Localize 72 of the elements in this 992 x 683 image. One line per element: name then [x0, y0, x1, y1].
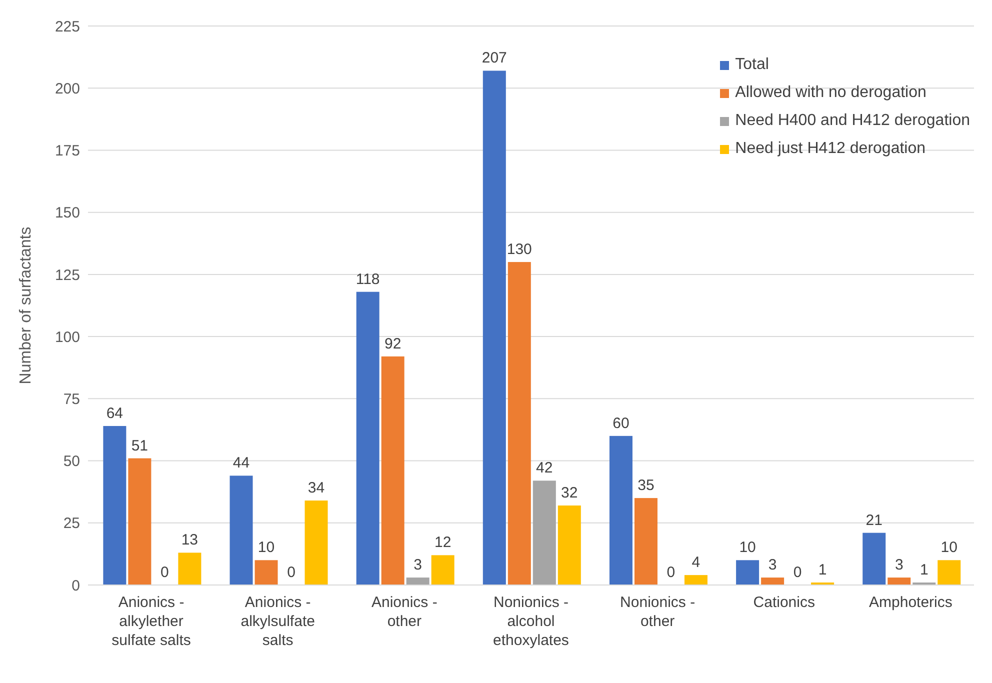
data-label: 35 [638, 477, 654, 494]
data-label: 0 [666, 564, 676, 581]
bar [103, 426, 126, 585]
bar [862, 532, 886, 585]
data-label: 130 [506, 241, 532, 258]
data-label: 3 [768, 556, 777, 574]
data-label: 10 [739, 539, 756, 556]
y-tick-label: 0 [72, 577, 80, 594]
bar [558, 506, 581, 585]
bar [128, 458, 152, 585]
y-tick-label: 225 [54, 18, 80, 36]
y-tick-label: 150 [54, 204, 80, 222]
data-label: 3 [414, 556, 422, 574]
bar [609, 436, 632, 585]
x-tick-label: Nonionics - other [620, 594, 696, 630]
legend-label: Need just H412 derogation [735, 140, 926, 158]
data-label: 60 [612, 414, 630, 432]
data-label: 21 [866, 512, 882, 529]
x-tick-label: Cationics [753, 594, 815, 611]
bar [684, 575, 708, 585]
y-tick-label: 50 [63, 453, 80, 470]
data-label: 207 [482, 50, 507, 67]
data-label: 92 [384, 335, 402, 352]
y-tick-label: 25 [63, 515, 80, 532]
data-label: 64 [106, 404, 124, 422]
bar [356, 292, 380, 585]
data-label: 4 [692, 554, 700, 572]
data-label: 0 [287, 564, 296, 581]
x-tick-label: Nonionics - alcohol ethoxylates [493, 594, 569, 649]
data-label: 1 [920, 562, 928, 579]
x-tick-label: Anionics - other [372, 594, 438, 630]
data-label: 34 [308, 480, 325, 497]
legend-label: Total [735, 56, 769, 74]
data-label: 10 [940, 539, 958, 556]
y-tick-label: 100 [54, 328, 80, 346]
legend-label: Need H400 and H412 derogation [735, 112, 970, 130]
x-tick-label: Amphoterics [869, 594, 952, 611]
bar [888, 578, 911, 585]
data-label: 118 [356, 270, 380, 288]
data-label: 51 [131, 437, 148, 454]
bar [304, 500, 328, 585]
x-tick-label: Anionics - alkylsulfate salts [240, 594, 315, 649]
bar [381, 356, 404, 585]
data-label: 32 [561, 484, 578, 502]
bar [761, 578, 784, 585]
y-tick-label: 75 [63, 390, 80, 408]
bar [178, 552, 202, 585]
data-label: 1 [818, 562, 827, 579]
data-label: 13 [181, 532, 198, 549]
bar [508, 262, 531, 585]
bar [634, 498, 658, 585]
y-tick-label: 200 [54, 80, 80, 98]
y-axis-title: Number of surfactants [18, 226, 35, 384]
data-label: 42 [536, 460, 553, 477]
bar [230, 476, 253, 585]
bar [532, 480, 556, 585]
x-tick-label: Anionics - alkylether sulfate salts [112, 594, 191, 649]
y-tick-label: 175 [54, 142, 80, 160]
legend-label: Allowed with no derogation [735, 84, 926, 102]
bar [938, 560, 961, 585]
data-label: 3 [894, 556, 904, 574]
data-label: 0 [793, 564, 802, 581]
data-label: 44 [232, 454, 250, 472]
bar [482, 70, 506, 585]
data-label: 12 [434, 534, 452, 552]
bar [254, 560, 278, 585]
bar [736, 560, 760, 585]
data-label: 0 [160, 564, 169, 581]
data-label: 10 [258, 539, 275, 556]
bar [431, 555, 454, 585]
bar [406, 578, 430, 585]
y-tick-label: 125 [54, 266, 80, 284]
